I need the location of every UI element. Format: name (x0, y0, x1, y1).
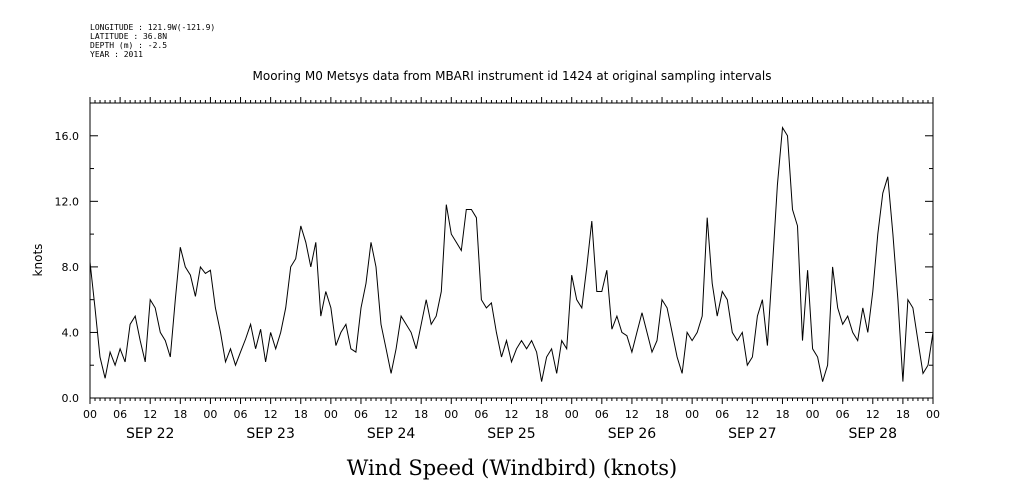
x-tick-label: 18 (535, 408, 549, 421)
day-label: SEP 22 (126, 426, 174, 442)
x-axis-label: Wind Speed (Windbird) (knots) (347, 456, 677, 480)
day-label: SEP 25 (487, 426, 535, 442)
x-tick-label: 00 (565, 408, 579, 421)
meta-latitude: LATITUDE : 36.8N (90, 32, 167, 41)
x-tick-label: 06 (595, 408, 609, 421)
x-tick-label: 12 (866, 408, 880, 421)
x-tick-label: 12 (745, 408, 759, 421)
x-tick-label: 18 (414, 408, 428, 421)
x-tick-label: 06 (474, 408, 488, 421)
plot-frame (89, 102, 934, 399)
x-tick-label: 12 (264, 408, 278, 421)
meta-longitude: LONGITUDE : 121.9W(-121.9) (90, 23, 215, 32)
x-tick-label: 00 (806, 408, 820, 421)
x-tick-label: 00 (324, 408, 338, 421)
x-tick-label: 18 (775, 408, 789, 421)
day-label: SEP 26 (608, 426, 657, 442)
axis-ticks (89, 97, 934, 404)
day-label: SEP 27 (728, 426, 776, 442)
x-tick-label: 00 (83, 408, 97, 421)
metadata-block: LONGITUDE : 121.9W(-121.9) LATITUDE : 36… (90, 23, 215, 59)
y-tick-label: 8.0 (62, 261, 80, 274)
y-tick-label: 0.0 (62, 392, 80, 405)
x-tick-label: 06 (234, 408, 248, 421)
y-tick-label: 12.0 (55, 195, 80, 208)
x-tick-label: 12 (625, 408, 639, 421)
x-tick-label: 00 (685, 408, 699, 421)
x-tick-label: 06 (113, 408, 127, 421)
day-label: SEP 28 (849, 426, 897, 442)
x-tick-label: 06 (836, 408, 850, 421)
x-tick-label: 18 (173, 408, 187, 421)
x-tick-label: 18 (896, 408, 910, 421)
x-tick-labels: 00 06 12 18 00 06 12 18 00 06 12 18 00 06 12 18 00 06 12 18… (83, 408, 940, 421)
y-tick-label: 4.0 (62, 326, 80, 339)
series-line (89, 126, 934, 382)
x-tick-label: 00 (926, 408, 940, 421)
x-tick-label: 12 (143, 408, 157, 421)
x-tick-label: 18 (655, 408, 669, 421)
x-tick-label: 00 (203, 408, 217, 421)
chart-title: Mooring M0 Metsys data from MBARI instru… (253, 69, 772, 83)
x-tick-label: 00 (444, 408, 458, 421)
meta-year: YEAR : 2011 (90, 50, 143, 59)
x-tick-label: 06 (715, 408, 729, 421)
x-tick-label: 18 (294, 408, 308, 421)
day-label: SEP 23 (246, 426, 294, 442)
day-label: SEP 24 (367, 426, 416, 442)
x-tick-label: 12 (505, 408, 519, 421)
y-tick-label: 16.0 (55, 130, 80, 143)
x-tick-label: 12 (384, 408, 398, 421)
meta-depth: DEPTH (m) : -2.5 (90, 41, 167, 50)
y-tick-labels: 0.0 4.0 8.0 12.0 16.0 (55, 130, 80, 405)
y-axis-label: knots (31, 244, 45, 277)
x-tick-label: 06 (354, 408, 368, 421)
day-labels: SEP 22 SEP 23 SEP 24 SEP 25 SEP 26 SEP 27 SEP … (126, 426, 897, 442)
